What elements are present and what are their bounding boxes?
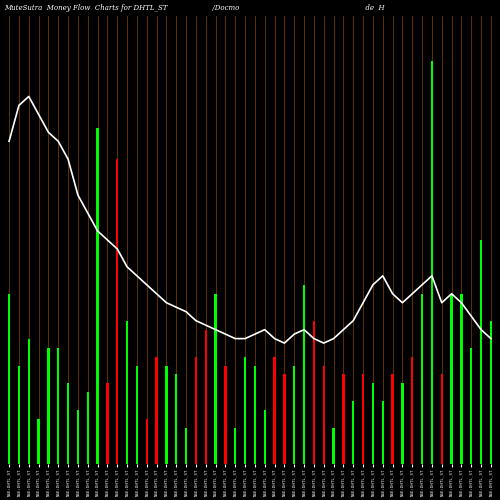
Bar [411,356,414,464]
Bar [352,402,354,464]
Bar [342,374,344,464]
Bar [165,366,168,464]
Bar [332,428,335,464]
Bar [293,366,296,464]
Bar [490,320,492,464]
Bar [440,374,443,464]
Bar [67,384,70,464]
Bar [185,428,188,464]
Bar [136,366,138,464]
Bar [322,366,325,464]
Bar [382,402,384,464]
Bar [38,420,40,464]
Bar [156,356,158,464]
Bar [116,159,118,464]
Bar [224,366,226,464]
Bar [244,356,246,464]
Bar [470,348,472,464]
Bar [401,384,404,464]
Bar [372,384,374,464]
Bar [264,410,266,464]
Bar [274,356,276,464]
Bar [234,428,236,464]
Bar [392,374,394,464]
Bar [283,374,286,464]
Text: MuteSutra  Money Flow  Charts for DHTL_ST                    /Docmo             : MuteSutra Money Flow Charts for DHTL_ST … [4,4,385,12]
Bar [126,320,128,464]
Bar [18,366,20,464]
Bar [312,320,315,464]
Bar [303,285,306,464]
Bar [47,348,50,464]
Bar [362,374,364,464]
Bar [175,374,178,464]
Bar [460,294,462,464]
Bar [76,410,79,464]
Bar [204,330,207,464]
Bar [254,366,256,464]
Bar [421,294,424,464]
Bar [106,384,108,464]
Bar [430,60,433,464]
Bar [86,392,89,464]
Bar [450,294,453,464]
Bar [28,338,30,464]
Bar [480,240,482,464]
Bar [57,348,59,464]
Bar [8,294,10,464]
Bar [96,128,99,464]
Bar [194,356,197,464]
Bar [214,294,217,464]
Bar [146,420,148,464]
